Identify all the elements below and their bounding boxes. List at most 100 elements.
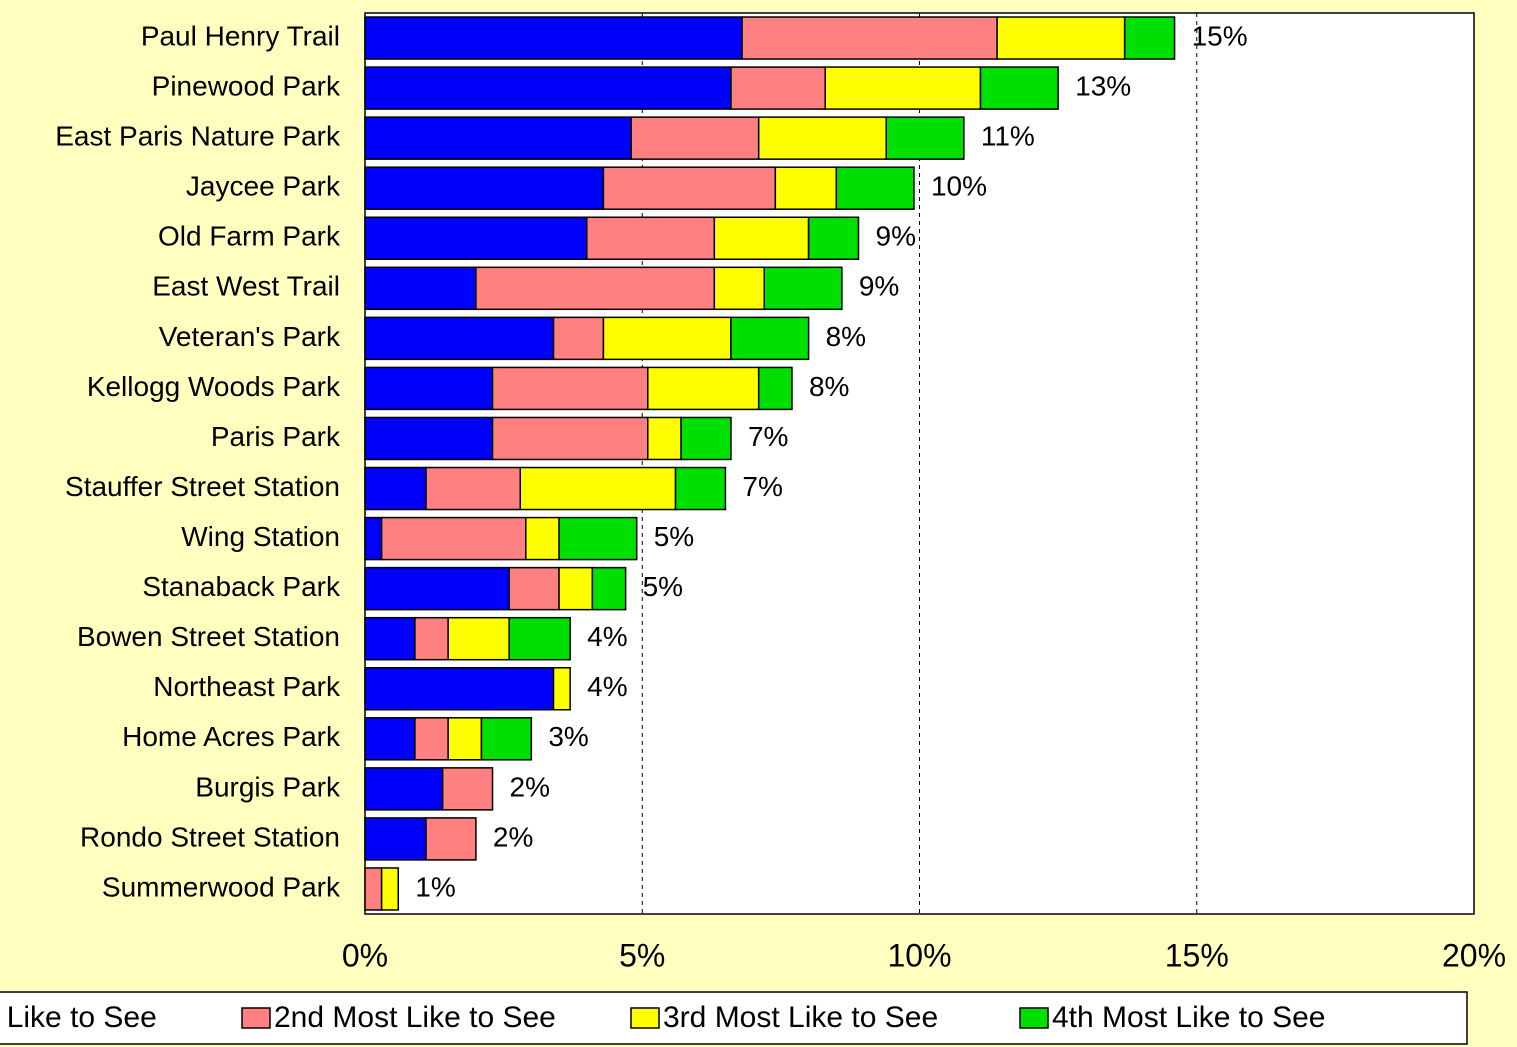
bar-segment bbox=[807, 216, 860, 260]
bar-segment bbox=[364, 767, 444, 811]
x-tick-label: 10% bbox=[887, 937, 951, 973]
bar-segment bbox=[364, 516, 383, 561]
total-label: 3% bbox=[548, 721, 588, 752]
total-label: 15% bbox=[1192, 20, 1248, 51]
x-tick-label: 15% bbox=[1165, 937, 1229, 973]
total-label: 1% bbox=[415, 871, 455, 902]
total-label: 13% bbox=[1075, 70, 1131, 101]
legend-swatch bbox=[241, 1007, 271, 1029]
bar-segment bbox=[647, 366, 760, 411]
bar-segment bbox=[364, 667, 555, 711]
bar-segment bbox=[364, 717, 416, 761]
total-label: 11% bbox=[981, 121, 1035, 152]
bar-segment bbox=[364, 416, 494, 461]
y-tick-label: East West Trail bbox=[152, 271, 340, 302]
bar-segment bbox=[602, 166, 777, 210]
bar-segment bbox=[519, 466, 677, 511]
y-tick-label: Bowen Street Station bbox=[77, 621, 340, 652]
bar-segment bbox=[364, 566, 510, 611]
bar-segment bbox=[364, 166, 605, 210]
bar-segment bbox=[491, 366, 649, 411]
bar-segment bbox=[730, 316, 810, 361]
bar-segment bbox=[364, 66, 732, 110]
bar-segment bbox=[508, 616, 571, 661]
bar-segment bbox=[586, 216, 716, 260]
bar-segment bbox=[475, 266, 716, 311]
bar-segment bbox=[680, 416, 732, 461]
total-label: 8% bbox=[826, 321, 866, 352]
total-label: 10% bbox=[931, 171, 987, 202]
bar-segment bbox=[713, 266, 765, 311]
bar-segment bbox=[763, 266, 843, 311]
legend-label: 4th Most Like to See bbox=[1052, 1001, 1326, 1034]
bar-segment bbox=[364, 366, 494, 411]
y-tick-label: Jaycee Park bbox=[186, 171, 341, 202]
total-label: 2% bbox=[510, 771, 550, 802]
bar-segment bbox=[447, 616, 510, 661]
total-label: 8% bbox=[809, 371, 849, 402]
bar-segment bbox=[674, 466, 727, 511]
y-tick-label: Stauffer Street Station bbox=[65, 471, 340, 502]
bar-segment bbox=[885, 116, 965, 160]
bar-segment bbox=[525, 516, 560, 561]
bar-segment bbox=[364, 616, 416, 661]
bar-segment bbox=[380, 867, 400, 911]
bar-segment bbox=[757, 116, 887, 160]
bar-segment bbox=[364, 466, 427, 511]
y-tick-label: Veteran's Park bbox=[159, 321, 341, 352]
total-label: 2% bbox=[493, 821, 533, 852]
bar-segment bbox=[630, 116, 760, 160]
bar-segment bbox=[364, 16, 743, 60]
bar-segment bbox=[713, 216, 810, 260]
bar-segment bbox=[552, 316, 605, 361]
x-tick-label: 5% bbox=[619, 937, 665, 973]
y-tick-label: Kellogg Woods Park bbox=[87, 371, 341, 402]
y-tick-label: Wing Station bbox=[181, 521, 340, 552]
legend-label: 2nd Most Like to See bbox=[274, 1001, 556, 1034]
bar-segment bbox=[1123, 16, 1176, 60]
bar-segment bbox=[364, 116, 632, 160]
bar-segment bbox=[447, 717, 483, 761]
bar-segment bbox=[364, 216, 588, 260]
bar-segment bbox=[480, 717, 533, 761]
bar-segment bbox=[380, 516, 527, 561]
bar-segment bbox=[491, 416, 649, 461]
legend-label: 3rd Most Like to See bbox=[663, 1001, 938, 1034]
bar-segment bbox=[441, 767, 494, 811]
total-label: 9% bbox=[876, 221, 916, 252]
y-tick-label: Burgis Park bbox=[195, 771, 341, 802]
y-tick-label: Summerwood Park bbox=[102, 871, 341, 902]
bar-segment bbox=[979, 66, 1059, 110]
bar-segment bbox=[757, 366, 793, 411]
y-tick-label: Paris Park bbox=[211, 421, 341, 452]
bar-segment bbox=[508, 566, 560, 611]
bar-segment bbox=[741, 16, 998, 60]
y-tick-label: Home Acres Park bbox=[122, 721, 341, 752]
bar-segment bbox=[364, 817, 427, 861]
legend-swatch bbox=[1019, 1007, 1049, 1029]
bar-segment bbox=[364, 266, 477, 311]
y-tick-label: Stanaback Park bbox=[142, 571, 341, 602]
y-tick-label: Northeast Park bbox=[153, 671, 341, 702]
bar-segment bbox=[425, 817, 477, 861]
bar-segment bbox=[824, 66, 982, 110]
y-tick-label: Pinewood Park bbox=[152, 70, 341, 101]
bar-segment bbox=[552, 667, 571, 711]
bar-segment bbox=[414, 616, 449, 661]
bar-segment bbox=[602, 316, 732, 361]
x-tick-label: 0% bbox=[342, 937, 388, 973]
total-label: 9% bbox=[859, 271, 899, 302]
legend-label: 1st Most Like to See bbox=[0, 1001, 157, 1034]
total-label: 5% bbox=[654, 521, 694, 552]
total-label: 4% bbox=[587, 671, 627, 702]
total-label: 5% bbox=[643, 571, 683, 602]
bar-segment bbox=[414, 717, 449, 761]
bar-segment bbox=[591, 566, 627, 611]
bar-segment bbox=[558, 566, 594, 611]
bar-segment bbox=[774, 166, 838, 210]
bar-segment bbox=[558, 516, 638, 561]
bar-segment bbox=[425, 466, 522, 511]
legend-swatch bbox=[630, 1007, 660, 1029]
bar-segment bbox=[996, 16, 1126, 60]
